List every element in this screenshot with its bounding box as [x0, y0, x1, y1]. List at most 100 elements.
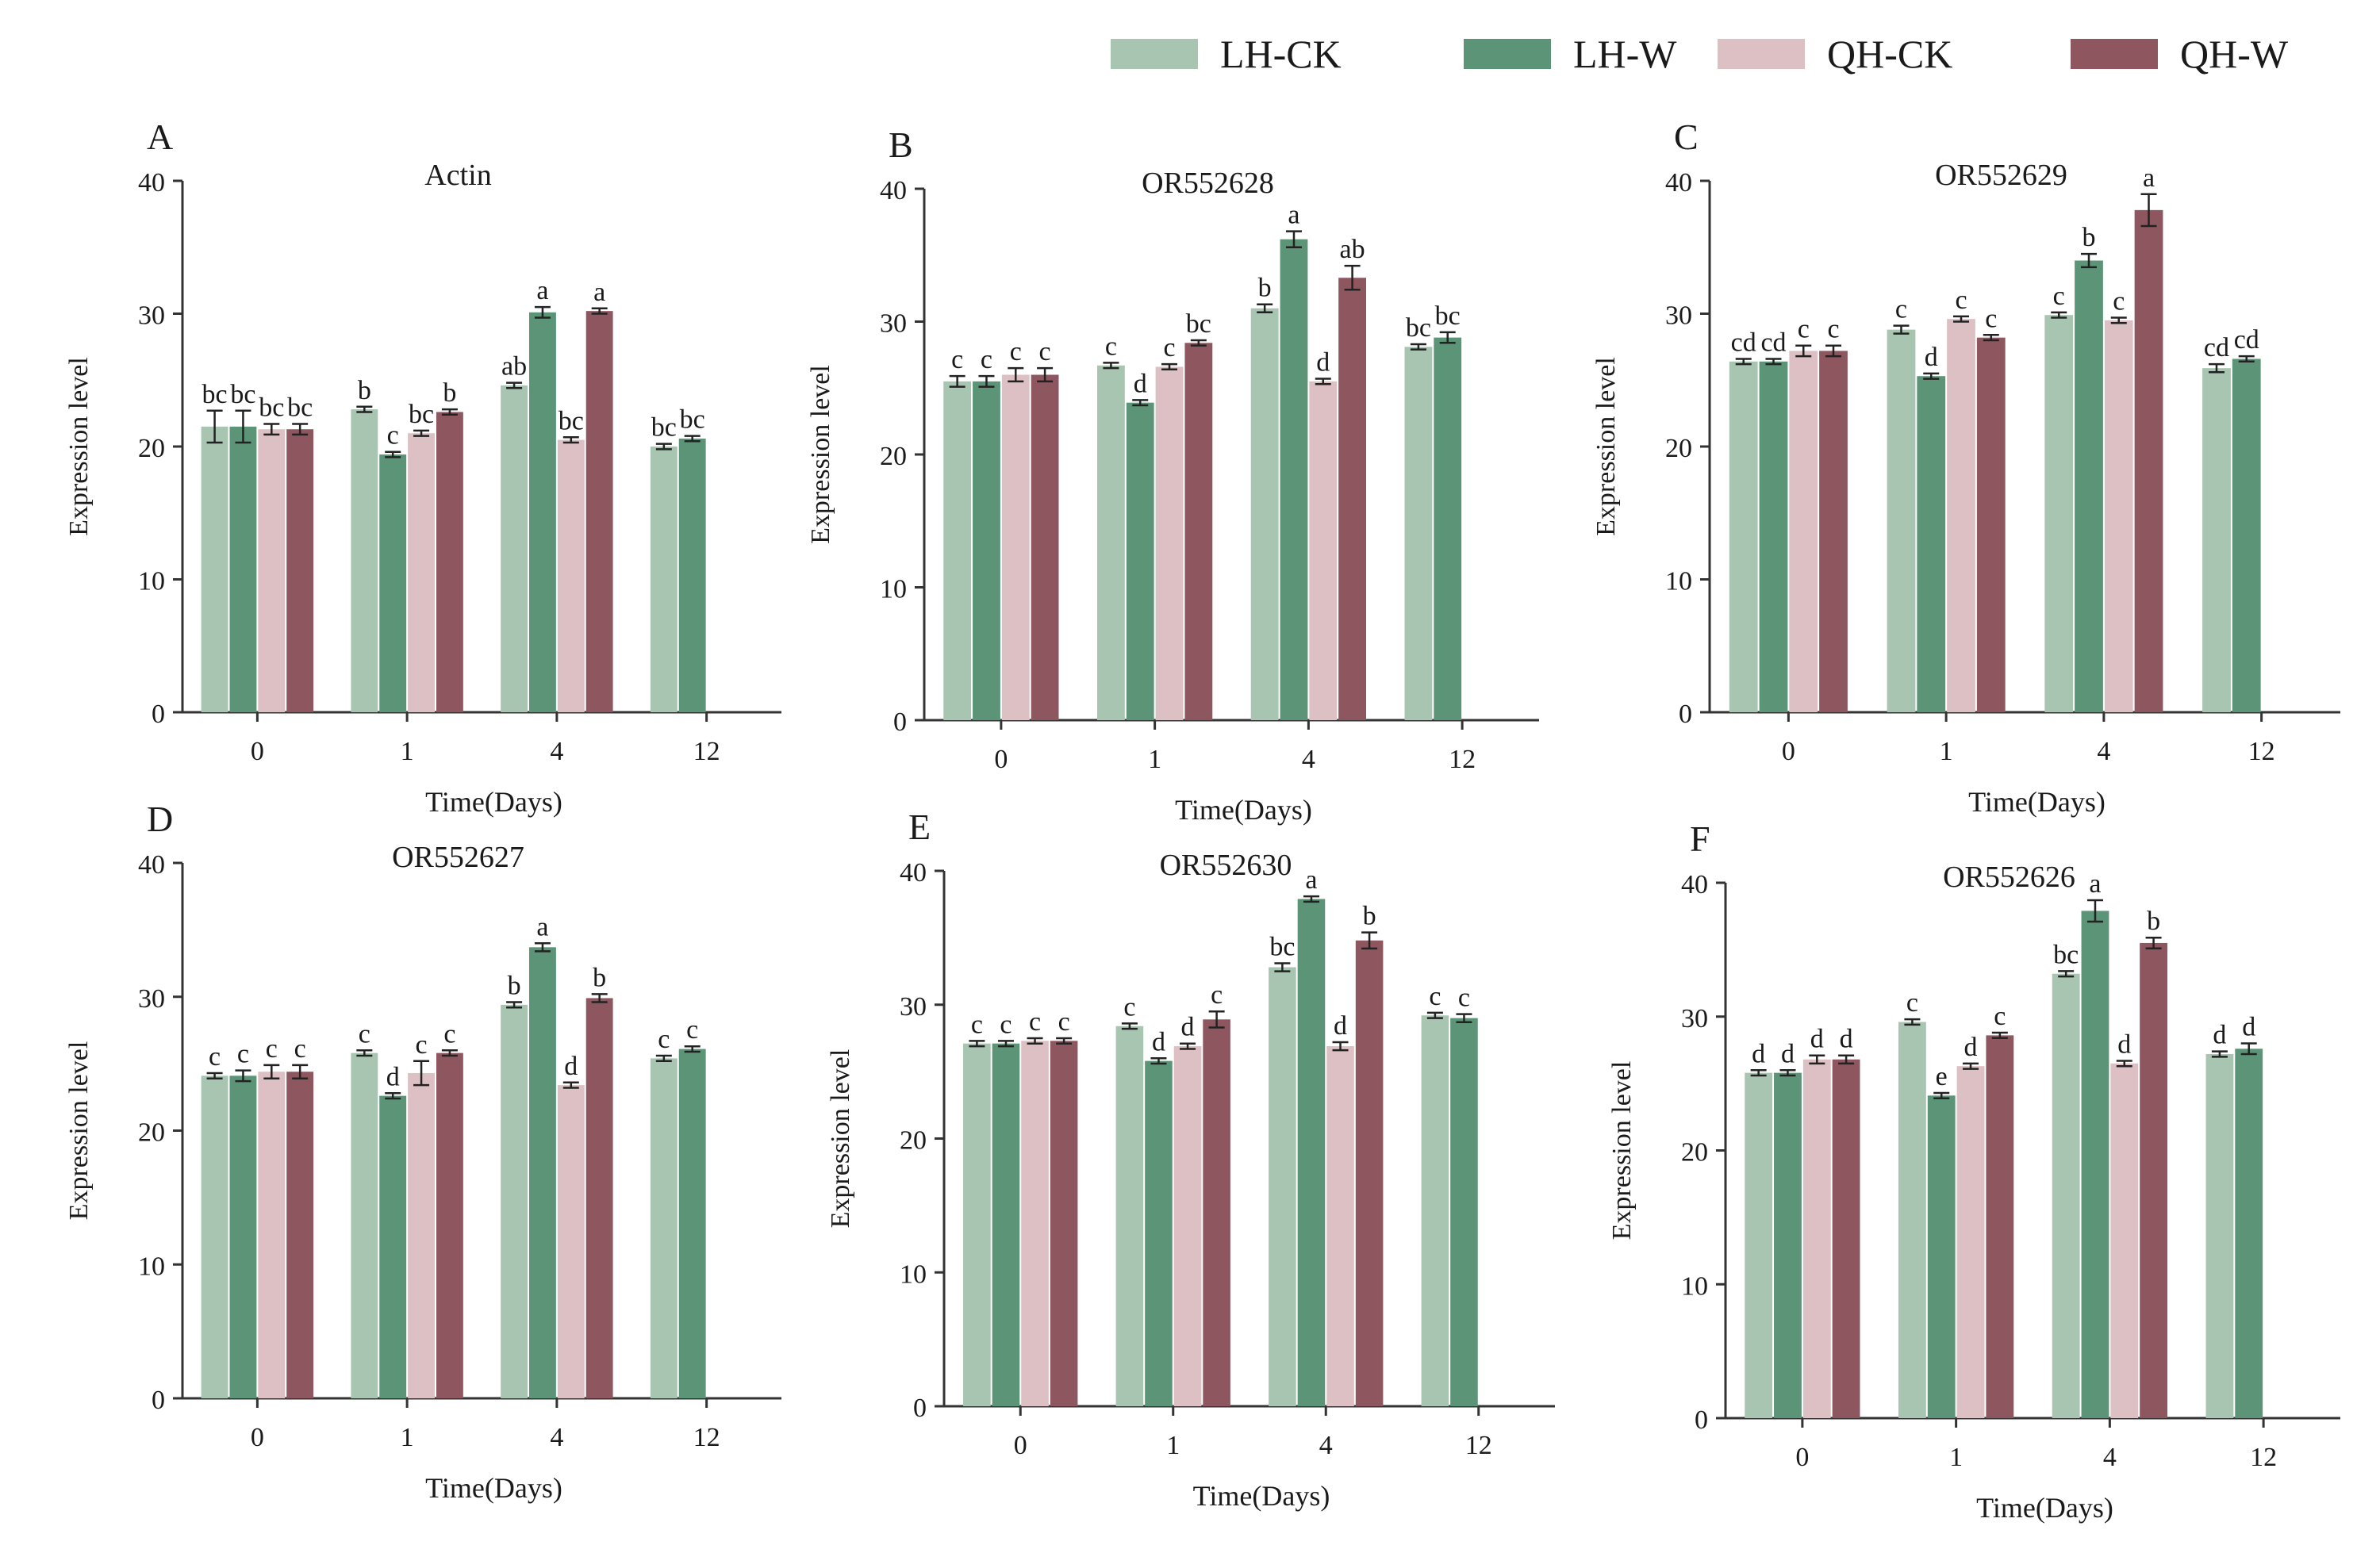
chart-title: OR552628: [1142, 167, 1274, 200]
x-tick-label: 12: [2248, 737, 2275, 766]
x-axis-title: Time(Days): [425, 786, 562, 818]
legend-label: LH-W: [1573, 32, 1677, 76]
bar: [1097, 365, 1125, 720]
bar: [678, 1049, 706, 1398]
legend-swatch-lh-w: [1464, 39, 1551, 69]
legend-swatch-qh-w: [2071, 39, 2158, 69]
significance-letter: c: [1211, 980, 1223, 1010]
y-tick-label: 0: [1679, 700, 1692, 729]
significance-letter: c: [387, 421, 399, 451]
bar: [2232, 358, 2261, 712]
significance-letter: c: [1955, 286, 1967, 315]
x-tick-label: 1: [1148, 745, 1161, 774]
significance-letter: c: [1039, 337, 1051, 366]
significance-letter: bc: [651, 413, 677, 443]
x-tick-label: 0: [251, 737, 264, 766]
x-tick-label: 1: [401, 737, 414, 766]
significance-letter: bc: [409, 400, 434, 429]
significance-letter: d: [2242, 1013, 2255, 1042]
bar: [1745, 1072, 1773, 1418]
significance-letter: cd: [2204, 333, 2229, 362]
bar: [1421, 1015, 1449, 1406]
significance-letter: bc: [559, 406, 584, 435]
bar: [1326, 1046, 1354, 1406]
bar: [2052, 973, 2080, 1418]
bar: [529, 947, 556, 1398]
panel-label: D: [147, 799, 173, 839]
y-tick-label: 10: [1681, 1271, 1708, 1301]
x-tick-label: 12: [1465, 1431, 1492, 1460]
x-tick-label: 12: [693, 1423, 720, 1452]
bar: [351, 1052, 378, 1398]
bar: [2110, 1063, 2139, 1418]
significance-letter: ab: [1340, 235, 1365, 264]
y-tick-label: 10: [880, 575, 907, 604]
significance-letter: bc: [1186, 309, 1211, 339]
y-tick-label: 40: [138, 168, 165, 197]
y-tick-label: 0: [893, 707, 907, 737]
y-tick-label: 0: [152, 700, 165, 729]
significance-letter: c: [237, 1040, 249, 1069]
x-tick-label: 4: [550, 737, 563, 766]
y-axis-title: Expression level: [1607, 1061, 1637, 1240]
x-tick-label: 0: [1795, 1443, 1809, 1472]
bar: [201, 426, 228, 712]
bar: [1050, 1041, 1078, 1406]
y-tick-label: 40: [880, 176, 907, 205]
bar: [678, 438, 706, 712]
significance-letter: a: [536, 912, 548, 941]
bar: [943, 381, 972, 720]
y-axis-title: Expression level: [64, 1041, 94, 1221]
significance-letter: bc: [1435, 301, 1461, 331]
significance-letter: cd: [2234, 325, 2259, 355]
bar: [1986, 1035, 2014, 1418]
y-tick-label: 40: [1665, 168, 1692, 197]
bar: [229, 426, 257, 712]
y-axis-title: Expression level: [64, 357, 94, 536]
legend-item-qh-ck: QH-CK: [1718, 22, 1952, 86]
legend-label: QH-W: [2180, 32, 2289, 76]
significance-letter: bc: [1269, 932, 1295, 961]
significance-letter: c: [686, 1015, 698, 1045]
significance-letter: d: [1334, 1011, 1347, 1041]
significance-letter: d: [564, 1052, 578, 1081]
significance-letter: cd: [1760, 328, 1786, 357]
x-tick-label: 1: [401, 1423, 414, 1452]
y-tick-label: 20: [138, 434, 165, 463]
bar: [436, 412, 463, 712]
significance-letter: b: [2082, 223, 2095, 252]
significance-letter: bc: [680, 405, 705, 435]
legend-item-lh-ck: LH-CK: [1111, 22, 1342, 86]
y-tick-label: 10: [1665, 567, 1692, 596]
bar: [1759, 361, 1788, 712]
bar: [1297, 899, 1326, 1406]
y-tick-label: 40: [138, 850, 165, 880]
bar: [2075, 260, 2103, 712]
significance-letter: c: [1827, 315, 1839, 344]
significance-letter: a: [2143, 163, 2155, 193]
x-axis-title: Time(Days): [1175, 794, 1312, 826]
significance-letter: c: [416, 1030, 428, 1060]
bar: [1898, 1022, 1926, 1418]
x-tick-label: 0: [994, 745, 1008, 774]
y-tick-label: 10: [138, 567, 165, 596]
significance-letter: d: [1781, 1039, 1795, 1068]
bar: [229, 1075, 257, 1398]
legend-item-lh-w: LH-W: [1464, 22, 1677, 86]
significance-letter: c: [981, 345, 992, 374]
bar: [1404, 347, 1433, 720]
significance-letter: d: [1152, 1027, 1165, 1056]
y-tick-label: 20: [900, 1126, 927, 1156]
bar: [1338, 278, 1366, 721]
bar: [650, 1058, 678, 1398]
bar: [286, 1072, 314, 1398]
significance-letter: e: [1936, 1062, 1948, 1091]
x-axis-title: Time(Days): [1193, 1480, 1330, 1512]
significance-letter: d: [1181, 1013, 1195, 1042]
bar: [286, 429, 314, 712]
bar: [1031, 374, 1059, 720]
